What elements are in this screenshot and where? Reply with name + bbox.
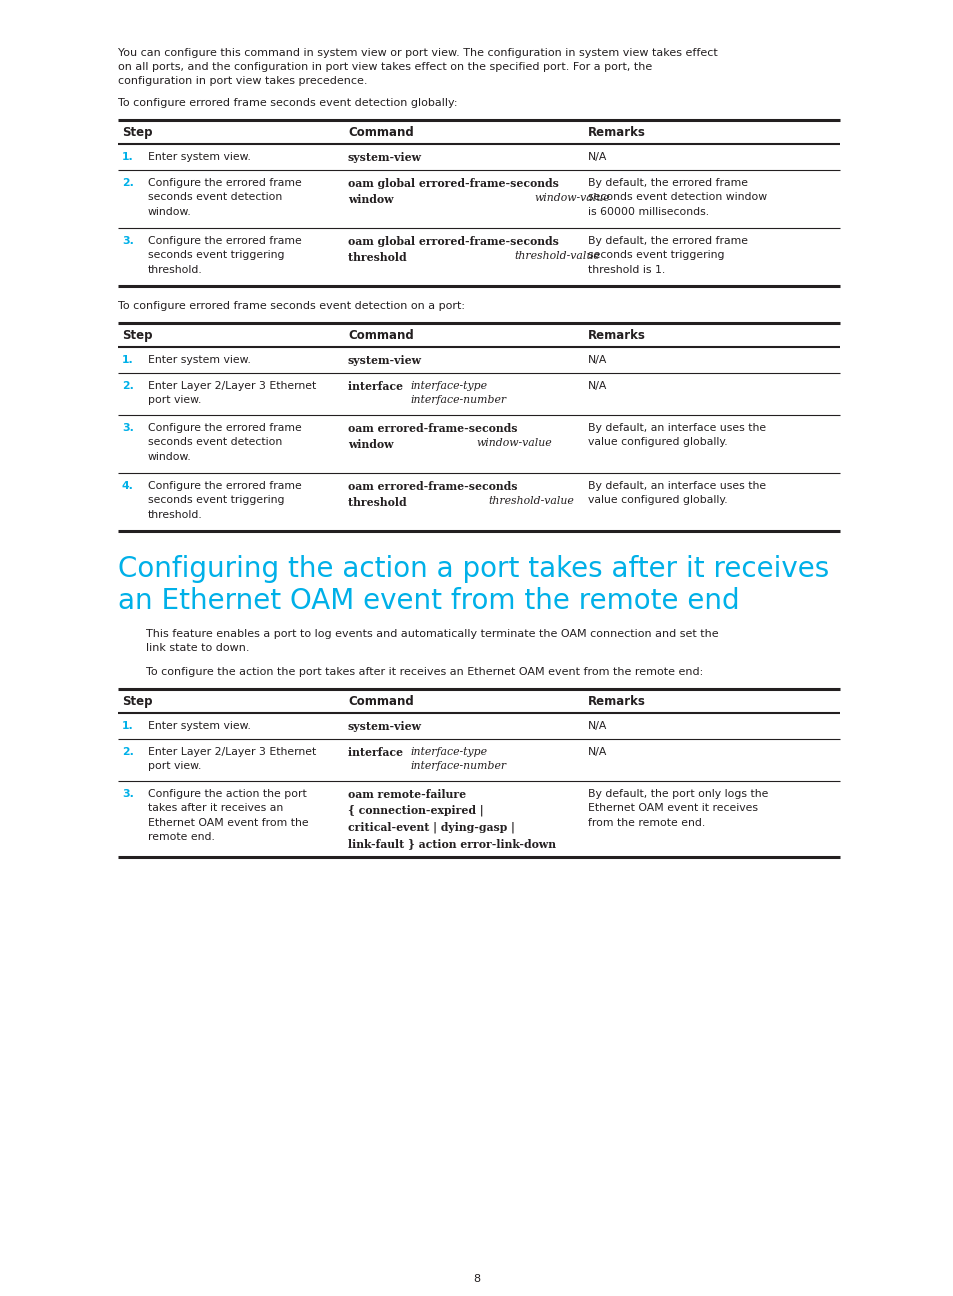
Text: N/A: N/A — [587, 381, 607, 391]
Text: 2.: 2. — [122, 178, 133, 188]
Text: configuration in port view takes precedence.: configuration in port view takes precede… — [118, 76, 367, 86]
Text: To configure errored frame seconds event detection on a port:: To configure errored frame seconds event… — [118, 301, 464, 311]
Text: N/A: N/A — [587, 152, 607, 162]
Text: Configure the errored frame
seconds event triggering
threshold.: Configure the errored frame seconds even… — [148, 481, 301, 520]
Text: To configure the action the port takes after it receives an Ethernet OAM event f: To configure the action the port takes a… — [146, 667, 702, 677]
Text: Enter Layer 2/Layer 3 Ethernet
port view.: Enter Layer 2/Layer 3 Ethernet port view… — [148, 381, 315, 406]
Text: 1.: 1. — [122, 721, 133, 731]
Text: threshold-value: threshold-value — [488, 496, 573, 505]
Text: link state to down.: link state to down. — [146, 643, 250, 653]
Text: Enter system view.: Enter system view. — [148, 152, 251, 162]
Text: window-value: window-value — [534, 193, 609, 203]
Text: interface: interface — [348, 746, 406, 758]
Text: system-view: system-view — [348, 355, 421, 365]
Text: You can configure this command in system view or port view. The configuration in: You can configure this command in system… — [118, 48, 717, 58]
Text: oam errored-frame-seconds
threshold: oam errored-frame-seconds threshold — [348, 481, 517, 508]
Text: By default, an interface uses the
value configured globally.: By default, an interface uses the value … — [587, 481, 765, 505]
Text: system-view: system-view — [348, 721, 421, 732]
Text: Command: Command — [348, 329, 414, 342]
Text: Remarks: Remarks — [587, 126, 645, 139]
Text: Configure the errored frame
seconds event detection
window.: Configure the errored frame seconds even… — [148, 178, 301, 216]
Text: 1.: 1. — [122, 152, 133, 162]
Text: Step: Step — [122, 695, 152, 708]
Text: Configuring the action a port takes after it receives: Configuring the action a port takes afte… — [118, 555, 828, 583]
Text: 2.: 2. — [122, 746, 133, 757]
Text: an Ethernet OAM event from the remote end: an Ethernet OAM event from the remote en… — [118, 587, 739, 616]
Text: window-value: window-value — [476, 438, 551, 448]
Text: By default, the errored frame
seconds event detection window
is 60000 millisecon: By default, the errored frame seconds ev… — [587, 178, 766, 216]
Text: Command: Command — [348, 126, 414, 139]
Text: interface-type
interface-number: interface-type interface-number — [410, 746, 506, 771]
Text: 2.: 2. — [122, 381, 133, 391]
Text: 3.: 3. — [122, 789, 133, 800]
Text: Remarks: Remarks — [587, 329, 645, 342]
Text: N/A: N/A — [587, 746, 607, 757]
Text: By default, an interface uses the
value configured globally.: By default, an interface uses the value … — [587, 422, 765, 447]
Text: oam errored-frame-seconds
window: oam errored-frame-seconds window — [348, 422, 517, 450]
Text: 3.: 3. — [122, 422, 133, 433]
Text: on all ports, and the configuration in port view takes effect on the specified p: on all ports, and the configuration in p… — [118, 62, 652, 73]
Text: Enter system view.: Enter system view. — [148, 355, 251, 365]
Text: Remarks: Remarks — [587, 695, 645, 708]
Text: system-view: system-view — [348, 152, 421, 163]
Text: N/A: N/A — [587, 721, 607, 731]
Text: oam global errored-frame-seconds
threshold: oam global errored-frame-seconds thresho… — [348, 236, 558, 263]
Text: By default, the port only logs the
Ethernet OAM event it receives
from the remot: By default, the port only logs the Ether… — [587, 789, 767, 828]
Text: interface-type
interface-number: interface-type interface-number — [410, 381, 506, 406]
Text: Command: Command — [348, 695, 414, 708]
Text: Configure the action the port
takes after it receives an
Ethernet OAM event from: Configure the action the port takes afte… — [148, 789, 309, 842]
Text: Enter system view.: Enter system view. — [148, 721, 251, 731]
Text: 1.: 1. — [122, 355, 133, 365]
Text: 8: 8 — [473, 1274, 480, 1284]
Text: This feature enables a port to log events and automatically terminate the OAM co: This feature enables a port to log event… — [146, 629, 718, 639]
Text: Configure the errored frame
seconds event detection
window.: Configure the errored frame seconds even… — [148, 422, 301, 461]
Text: 3.: 3. — [122, 236, 133, 246]
Text: Step: Step — [122, 126, 152, 139]
Text: By default, the errored frame
seconds event triggering
threshold is 1.: By default, the errored frame seconds ev… — [587, 236, 747, 275]
Text: 4.: 4. — [122, 481, 133, 491]
Text: Step: Step — [122, 329, 152, 342]
Text: oam global errored-frame-seconds
window: oam global errored-frame-seconds window — [348, 178, 558, 205]
Text: Enter Layer 2/Layer 3 Ethernet
port view.: Enter Layer 2/Layer 3 Ethernet port view… — [148, 746, 315, 771]
Text: To configure errored frame seconds event detection globally:: To configure errored frame seconds event… — [118, 98, 457, 108]
Text: threshold-value: threshold-value — [514, 251, 599, 260]
Text: interface: interface — [348, 381, 406, 391]
Text: N/A: N/A — [587, 355, 607, 365]
Text: oam remote-failure
{ connection-expired |
critical-event | dying-gasp |
link-fau: oam remote-failure { connection-expired … — [348, 789, 556, 849]
Text: Configure the errored frame
seconds event triggering
threshold.: Configure the errored frame seconds even… — [148, 236, 301, 275]
